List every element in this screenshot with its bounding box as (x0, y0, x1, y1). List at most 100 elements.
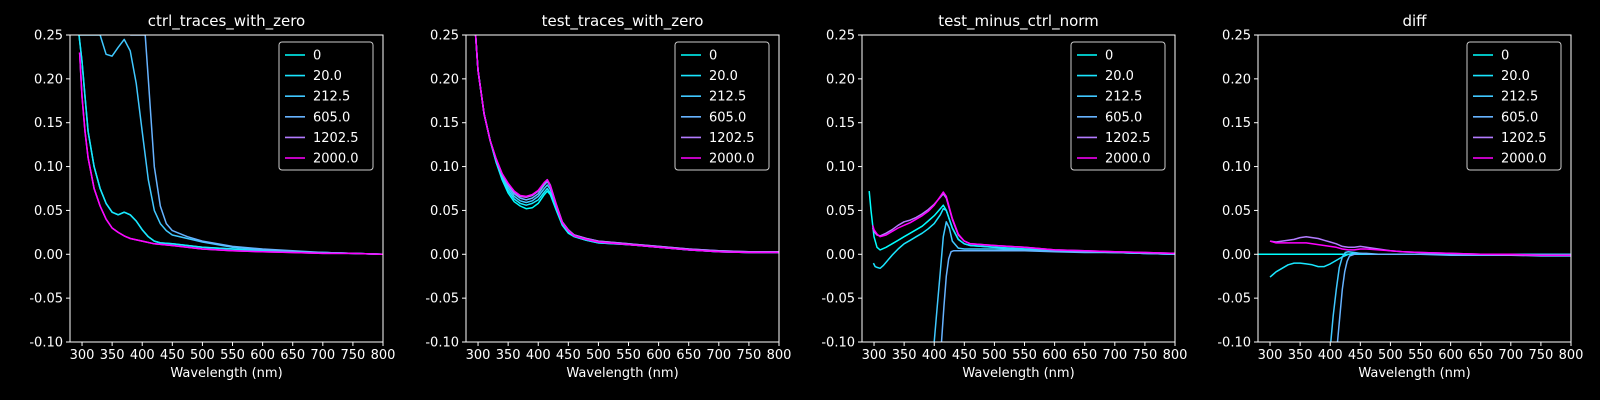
x-tick-label: 550 (1012, 348, 1037, 363)
y-tick-label: -0.05 (29, 292, 63, 307)
y-tick-label: 0.15 (826, 116, 855, 131)
legend-entry-label: 1202.5 (709, 131, 755, 146)
x-tick-label: 300 (70, 348, 95, 363)
x-tick-label: 400 (130, 348, 155, 363)
x-tick-label: 400 (1318, 348, 1343, 363)
x-tick-label: 500 (190, 348, 215, 363)
x-tick-label: 600 (1438, 348, 1463, 363)
series-line-605.0 (1336, 252, 1571, 342)
y-tick-label: 0.00 (34, 248, 63, 263)
y-tick-label: 0.15 (1222, 116, 1251, 131)
x-tick-label: 750 (1528, 348, 1553, 363)
x-tick-label: 400 (526, 348, 551, 363)
x-tick-label: 350 (892, 348, 917, 363)
legend-entry-label: 212.5 (1501, 90, 1538, 105)
legend-entry-label: 0 (1105, 49, 1113, 64)
series-line-212.5 (1330, 250, 1571, 342)
x-tick-label: 500 (586, 348, 611, 363)
series-group (1258, 235, 1571, 342)
x-tick-label: 650 (280, 348, 305, 363)
chart-title: diff (1402, 12, 1427, 30)
legend-entry-label: 1202.5 (1105, 131, 1151, 146)
y-tick-label: -0.10 (1217, 336, 1251, 351)
legend: 0 20.0 212.5 605.0 1202.5 2000.0 (1070, 41, 1166, 171)
series-line-2000.0 (474, 35, 779, 254)
x-tick-label: 750 (736, 348, 761, 363)
x-tick-label: 550 (616, 348, 641, 363)
x-tick-label: 700 (1498, 348, 1523, 363)
x-tick-label: 800 (1559, 348, 1584, 363)
x-tick-label: 650 (1072, 348, 1097, 363)
plot-frame (465, 34, 780, 343)
legend-entry-label: 212.5 (1105, 90, 1142, 105)
legend: 0 20.0 212.5 605.0 1202.5 2000.0 (1466, 41, 1562, 171)
series-line-1202.5 (872, 193, 1175, 255)
legend-entry-label: 2000.0 (1105, 152, 1151, 167)
y-tick-label: -0.10 (29, 336, 63, 351)
x-tick-label: 300 (466, 348, 491, 363)
x-tick-label: 800 (1163, 348, 1188, 363)
y-tick-label: 0.00 (1222, 248, 1251, 263)
chart-title: test_minus_ctrl_norm (938, 12, 1099, 31)
y-tick-label: 0.00 (430, 248, 459, 263)
legend-entry-label: 2000.0 (1501, 152, 1547, 167)
x-tick-label: 350 (1288, 348, 1313, 363)
y-tick-label: 0.00 (826, 248, 855, 263)
legend-entry-label: 1202.5 (1501, 131, 1547, 146)
legend-entry-label: 2000.0 (313, 152, 359, 167)
y-tick-label: 0.10 (430, 160, 459, 175)
legend-entry-label: 2000.0 (709, 152, 755, 167)
y-tick-label: 0.10 (826, 160, 855, 175)
legend-entry-label: 605.0 (1501, 110, 1538, 125)
x-tick-label: 550 (220, 348, 245, 363)
x-tick-label: 300 (862, 348, 887, 363)
x-tick-label: 350 (496, 348, 521, 363)
chart-title: ctrl_traces_with_zero (148, 12, 305, 31)
x-tick-label: 450 (952, 348, 977, 363)
y-tick-label: 0.20 (430, 72, 459, 87)
x-tick-label: 450 (556, 348, 581, 363)
series-line-605.0 (130, 35, 383, 256)
x-tick-label: 500 (982, 348, 1007, 363)
legend-entry-label: 605.0 (1105, 110, 1142, 125)
x-tick-label: 800 (767, 348, 792, 363)
series-line-2000.0 (1269, 240, 1571, 256)
x-axis-label: Wavelength (nm) (170, 366, 282, 381)
x-tick-label: 600 (646, 348, 671, 363)
series-group (474, 35, 779, 254)
x-tick-label: 500 (1378, 348, 1403, 363)
y-tick-label: 0.10 (1222, 160, 1251, 175)
legend-entry-label: 0 (709, 49, 717, 64)
legend-entry-label: 605.0 (709, 110, 746, 125)
legend-entry-label: 212.5 (709, 90, 746, 105)
y-tick-label: 0.20 (1222, 72, 1251, 87)
y-tick-label: 0.25 (430, 29, 459, 44)
legend-entry-label: 1202.5 (313, 131, 359, 146)
y-tick-label: -0.10 (821, 336, 855, 351)
legend-entry-label: 605.0 (313, 110, 350, 125)
y-tick-label: -0.05 (1217, 292, 1251, 307)
legend: 0 20.0 212.5 605.0 1202.5 2000.0 (674, 41, 770, 171)
plot-frame (1257, 34, 1572, 343)
y-tick-label: 0.25 (826, 29, 855, 44)
legend-entry-label: 20.0 (1105, 69, 1134, 84)
legend-entry-label: 20.0 (1501, 69, 1530, 84)
x-tick-label: 750 (340, 348, 365, 363)
series-line-2000.0 (872, 191, 1175, 255)
x-tick-label: 350 (100, 348, 125, 363)
x-tick-label: 700 (310, 348, 335, 363)
legend: 0 20.0 212.5 605.0 1202.5 2000.0 (278, 41, 374, 171)
plot-frame (861, 34, 1176, 343)
legend-entry-label: 20.0 (709, 69, 738, 84)
chart-panel-4: 300 350 400 450 500 550 600 650 700 750 800 -0.10 -0… (1217, 12, 1583, 381)
x-tick-label: 650 (1468, 348, 1493, 363)
x-tick-label: 650 (676, 348, 701, 363)
series-line-605.0 (940, 250, 1175, 342)
y-tick-label: 0.20 (826, 72, 855, 87)
y-tick-label: 0.05 (430, 204, 459, 219)
x-axis-label: Wavelength (nm) (1358, 366, 1470, 381)
y-tick-label: -0.05 (425, 292, 459, 307)
chart-title: test_traces_with_zero (542, 12, 704, 31)
